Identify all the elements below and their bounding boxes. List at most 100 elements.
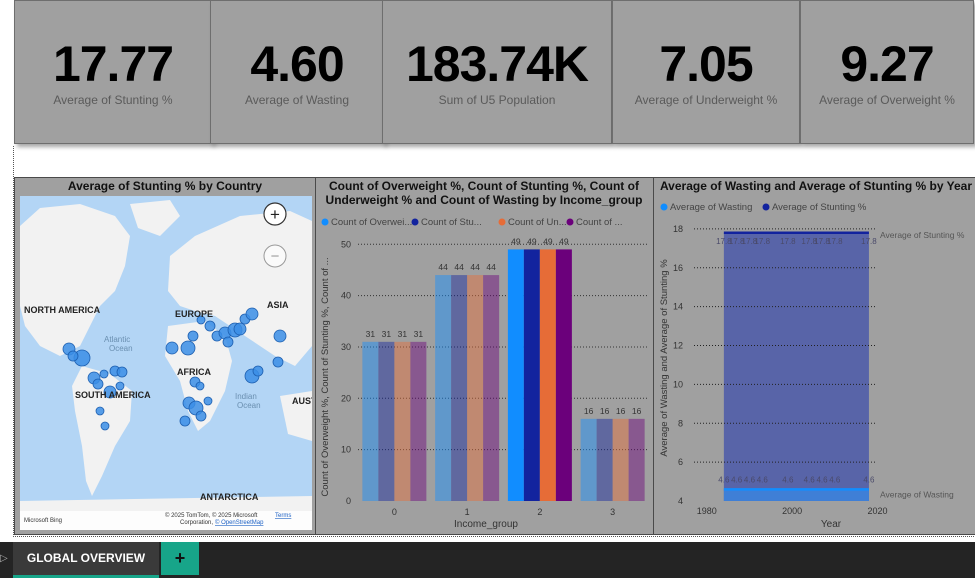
country-bubble[interactable]	[116, 366, 128, 378]
bar-chart-title-line2: Underweight % and Count of Wasting by In…	[326, 193, 643, 207]
bar-data-label: 31	[366, 329, 376, 339]
bar[interactable]	[483, 275, 500, 501]
area-data-label: 4.6	[731, 475, 743, 484]
country-bubble[interactable]	[203, 396, 213, 406]
bar[interactable]	[435, 275, 452, 501]
add-page-button[interactable]: +	[161, 542, 199, 575]
bar-chart[interactable]: Count of Overweight %, Count of Stunting…	[316, 178, 653, 534]
wasting-area[interactable]	[723, 489, 869, 501]
x-tick-label: 1980	[697, 506, 717, 516]
zoom-in-button[interactable]: +	[263, 202, 287, 226]
area-data-label: 4.6	[757, 475, 769, 484]
country-bubble[interactable]	[100, 421, 110, 431]
y-tick-label: 8	[678, 418, 683, 428]
bar[interactable]	[612, 418, 629, 501]
y-tick-label: 40	[341, 291, 351, 301]
area-data-label: 4.6	[718, 475, 730, 484]
country-bubble[interactable]	[222, 336, 234, 348]
bar[interactable]	[628, 418, 645, 501]
map-title: Average of Stunting % by Country	[67, 179, 263, 193]
bar[interactable]	[539, 249, 556, 501]
area-data-label: 4.6	[744, 475, 756, 484]
legend-label: Count of ...	[576, 217, 622, 228]
bar[interactable]	[394, 341, 411, 501]
country-bubble[interactable]	[245, 307, 259, 321]
label-ocean-atlantic: Ocean	[109, 344, 133, 353]
legend-label: Count of Un...	[508, 217, 567, 228]
country-bubble[interactable]	[179, 415, 191, 427]
bing-logo: Microsoft Bing	[24, 518, 62, 524]
y-tick-label: 16	[673, 263, 683, 273]
kpi-card-stunting[interactable]: 17.77 Average of Stunting %	[14, 0, 212, 144]
legend-marker	[411, 218, 419, 226]
country-bubble[interactable]	[165, 341, 179, 355]
kpi-card-u5-population[interactable]: 183.74K Sum of U5 Population	[382, 0, 612, 144]
bar[interactable]	[410, 341, 427, 501]
y-tick-label: 20	[341, 393, 351, 403]
world-map[interactable]: NORTH AMERICA EUROPE ASIA AFRICA SOUTH A…	[20, 196, 312, 530]
y-tick-label: 12	[673, 341, 683, 351]
zoom-out-button[interactable]: −	[263, 244, 287, 268]
area-chart[interactable]: Average of Wasting and Average of Stunti…	[654, 178, 975, 534]
x-tick-label: 0	[392, 507, 397, 517]
kpi-card-wasting[interactable]: 4.60 Average of Wasting	[210, 0, 384, 144]
bar[interactable]	[580, 418, 597, 501]
country-bubble[interactable]	[95, 406, 105, 416]
bar[interactable]	[451, 275, 468, 501]
y-tick-label: 10	[673, 379, 683, 389]
stunting-area[interactable]	[723, 232, 869, 501]
country-bubble[interactable]	[99, 369, 109, 379]
page-tab-bar: ▷ GLOBAL OVERVIEW +	[0, 542, 975, 578]
bar-data-label: 16	[632, 406, 642, 416]
x-tick-label: 2020	[867, 506, 887, 516]
country-bubble[interactable]	[92, 378, 104, 390]
bar-data-label: 44	[438, 262, 448, 272]
nav-arrow-icon[interactable]: ▷	[0, 553, 8, 564]
bar[interactable]	[378, 341, 395, 501]
country-bubble[interactable]	[204, 320, 216, 332]
map-visual[interactable]: Average of Stunting % by Country NORTH A…	[14, 177, 316, 535]
bar[interactable]	[523, 249, 540, 501]
tab-global-overview[interactable]: GLOBAL OVERVIEW	[13, 542, 159, 578]
country-bubble[interactable]	[195, 381, 205, 391]
area-x-axis-label: Year	[821, 519, 842, 530]
map-bubbles	[62, 307, 287, 431]
map-copyright: © 2025 TomTom, © 2025 Microsoft	[165, 512, 258, 519]
area-data-label: 17.8	[716, 237, 732, 246]
country-bubble[interactable]	[187, 330, 199, 342]
y-tick-label: 30	[341, 342, 351, 352]
country-bubble[interactable]	[180, 340, 196, 356]
bar-chart-visual[interactable]: Count of Overweight %, Count of Stunting…	[315, 177, 654, 535]
bar[interactable]	[362, 341, 379, 501]
bar[interactable]	[555, 249, 572, 501]
legend-marker	[660, 203, 668, 211]
country-bubble[interactable]	[195, 410, 207, 422]
area-data-label: 17.8	[827, 237, 843, 246]
bar-gridlines	[358, 243, 649, 451]
country-bubble[interactable]	[233, 322, 247, 336]
bar[interactable]	[596, 418, 613, 501]
country-bubble[interactable]	[67, 350, 79, 362]
country-bubble[interactable]	[115, 381, 125, 391]
country-bubble[interactable]	[272, 356, 284, 368]
bar[interactable]	[467, 275, 484, 501]
bar-data-label: 31	[414, 329, 424, 339]
terms-link[interactable]: Terms	[275, 513, 291, 519]
map-copyright-corp: Corporation,	[180, 520, 213, 526]
area-data-label: 4.6	[816, 475, 828, 484]
country-bubble[interactable]	[273, 329, 287, 343]
bar[interactable]	[507, 249, 524, 501]
country-bubble[interactable]	[103, 385, 117, 399]
legend-label: Average of Wasting	[670, 202, 752, 213]
area-chart-visual[interactable]: Average of Wasting and Average of Stunti…	[653, 177, 975, 535]
australia-land	[280, 391, 312, 441]
country-bubble[interactable]	[196, 315, 206, 325]
area-data-label: 17.8	[814, 237, 830, 246]
label-indian: Indian	[235, 392, 257, 401]
y-tick-label: 50	[341, 239, 351, 249]
x-tick-label: 3	[610, 507, 615, 517]
kpi-card-underweight[interactable]: 7.05 Average of Underweight %	[612, 0, 800, 144]
kpi-card-overweight[interactable]: 9.27 Average of Overweight %	[800, 0, 974, 144]
country-bubble[interactable]	[252, 365, 264, 377]
osm-link[interactable]: © OpenStreetMap	[215, 519, 264, 526]
